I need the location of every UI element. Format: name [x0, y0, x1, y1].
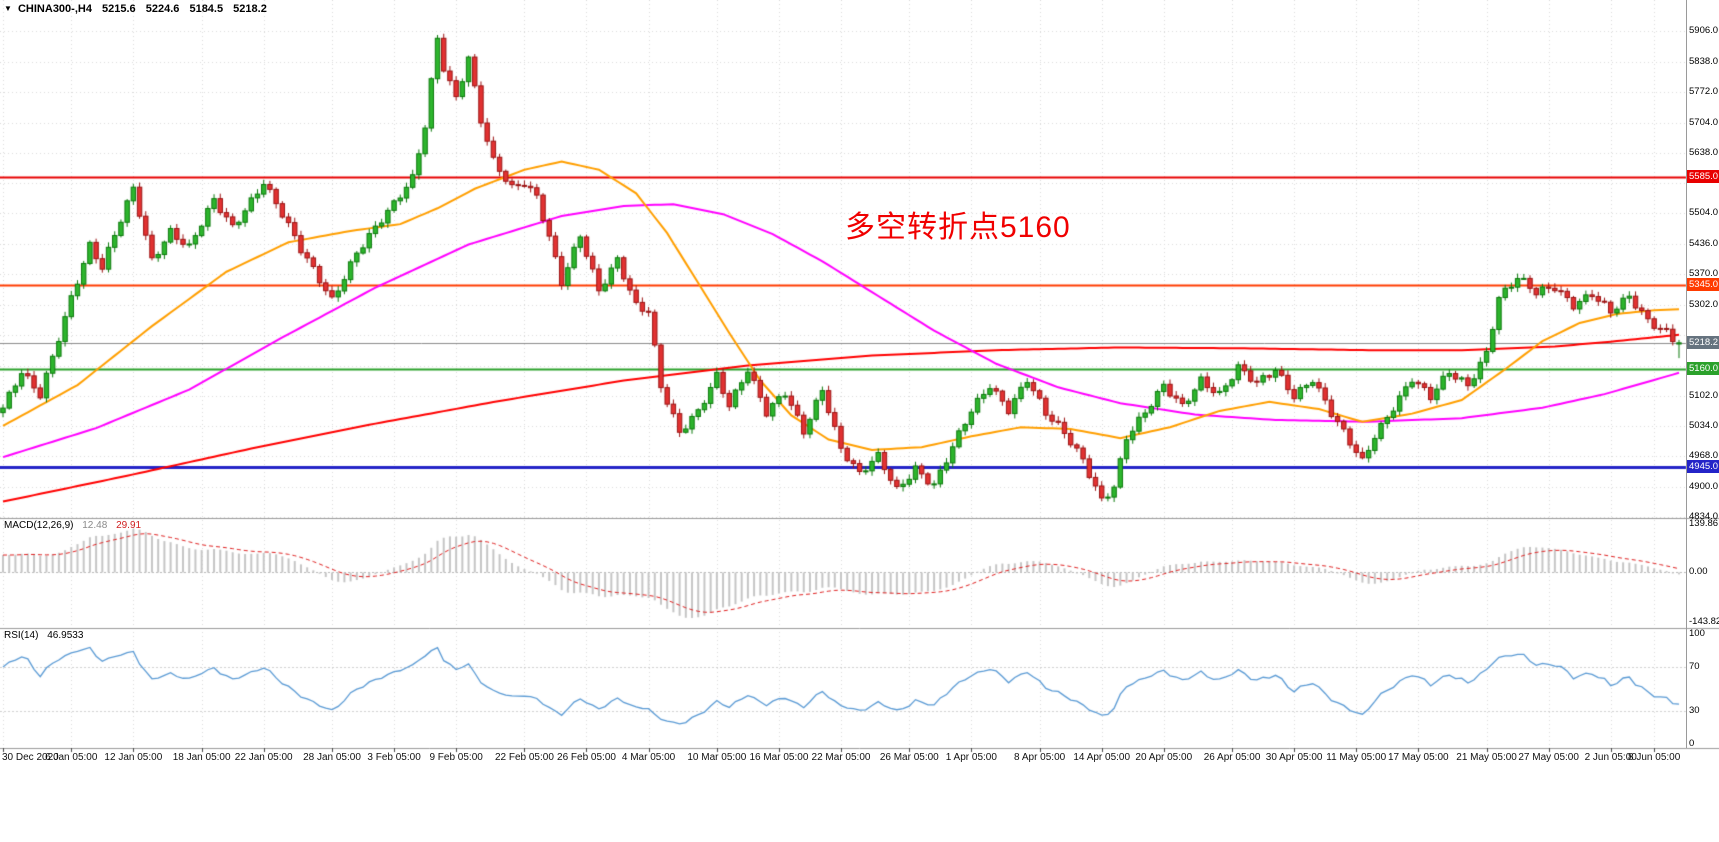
date-label: 30 Apr 05:00: [1265, 752, 1323, 763]
price-tick-label: 5638.0: [1689, 146, 1719, 158]
price-tick-label: 5102.0: [1689, 389, 1719, 401]
tick-direction-icon: ▼: [4, 4, 12, 13]
date-label: 14 Apr 05:00: [1073, 752, 1131, 763]
macd-indicator-label: MACD(12,26,9) 12.48 29.91: [4, 520, 147, 531]
rsi-tick-label: 0: [1689, 738, 1695, 749]
date-label: 17 May 05:00: [1387, 752, 1449, 763]
price-badge: 4945.0: [1687, 459, 1719, 473]
price-badge: 5345.0: [1687, 278, 1719, 292]
macd-tick-label: 139.86: [1689, 518, 1719, 529]
close-value: 5218.2: [233, 3, 267, 15]
date-label: 6 Jan 05:00: [45, 752, 98, 763]
quote-line: ▼ CHINA300-,H4 5215.6 5224.6 5184.5 5218…: [4, 3, 274, 15]
price-tick-label: 5772.0: [1689, 85, 1719, 97]
price-tick-label: 4900.0: [1689, 481, 1719, 493]
date-label: 12 Jan 05:00: [104, 752, 163, 763]
date-label: 10 Mar 05:00: [687, 752, 747, 763]
date-label: 20 Apr 05:00: [1135, 752, 1193, 763]
date-label: 18 Jan 05:00: [172, 752, 231, 763]
price-tick-label: 5906.0: [1689, 25, 1719, 36]
rsi-tick-label: 30: [1689, 705, 1700, 716]
price-tick-label: 5504.0: [1689, 207, 1719, 219]
price-annotation[interactable]: 多空转折点5160: [845, 211, 1071, 244]
macd-tick-label: -143.82: [1689, 616, 1719, 627]
rsi-value: 46.9533: [47, 630, 84, 641]
price-tick-label: 5302.0: [1689, 298, 1719, 310]
date-label: 22 Mar 05:00: [811, 752, 871, 763]
date-label: 22 Feb 05:00: [494, 752, 554, 763]
price-tick-label: 5034.0: [1689, 420, 1719, 432]
date-label: 26 Feb 05:00: [557, 752, 616, 763]
low-value: 5184.5: [189, 3, 224, 15]
price-tick-label: 4834.0: [1689, 511, 1719, 522]
symbol-label: CHINA300-,H4: [17, 3, 92, 15]
date-label: 8 Jun 05:00: [1628, 752, 1681, 763]
date-label: 9 Feb 05:00: [429, 752, 483, 763]
price-tick-label: 5370.0: [1689, 268, 1719, 279]
price-tick-label: 4968.0: [1689, 450, 1719, 462]
date-label: 11 May 05:00: [1326, 752, 1387, 763]
date-label: 22 Jan 05:00: [234, 752, 293, 763]
macd-signal-value: 29.91: [116, 520, 142, 531]
rsi-title: RSI(14): [4, 630, 39, 641]
rsi-tick-label: 100: [1689, 628, 1705, 639]
date-label: 28 Jan 05:00: [303, 752, 361, 763]
date-label: 27 May 05:00: [1518, 752, 1579, 763]
date-label: 4 Mar 05:00: [621, 752, 676, 763]
high-value: 5224.6: [145, 3, 180, 15]
date-label: 3 Feb 05:00: [367, 752, 421, 763]
macd-tick-label: 0.00: [1689, 566, 1708, 578]
price-badge: 5160.0: [1687, 362, 1719, 376]
price-tick-label: 5704.0: [1689, 116, 1719, 128]
price-badge: 5218.2: [1687, 335, 1719, 349]
macd-value: 12.48: [82, 520, 108, 531]
price-tick-label: 5838.0: [1689, 55, 1719, 67]
date-label: 16 Mar 05:00: [749, 752, 809, 763]
price-badge: 5585.0: [1687, 169, 1719, 183]
price-axis[interactable]: 5906.0 5838.0 5772.0 5704.0 5638.0 5504.0 5436…: [1687, 0, 1719, 842]
date-label: 1 Apr 05:00: [945, 752, 997, 763]
date-label: 2 Jun 05:00: [1584, 752, 1637, 763]
date-label: 8 Apr 05:00: [1014, 752, 1066, 763]
rsi-tick-label: 70: [1689, 661, 1700, 672]
open-value: 5215.6: [102, 3, 136, 15]
axis-separator: [1686, 0, 1687, 748]
date-label: 26 Mar 05:00: [879, 752, 939, 763]
date-label: 26 Apr 05:00: [1203, 752, 1261, 763]
date-label: 21 May 05:00: [1456, 752, 1517, 763]
macd-title: MACD(12,26,9): [4, 520, 74, 531]
price-tick-label: 5436.0: [1689, 238, 1719, 250]
date-label: 30 Dec 2020: [2, 752, 59, 763]
rsi-indicator-label: RSI(14) 46.9533: [4, 630, 89, 641]
time-axis[interactable]: 30 Dec 2020 6 Jan 05:00 12 Jan 05:00 18 Jan…: [0, 750, 1686, 766]
